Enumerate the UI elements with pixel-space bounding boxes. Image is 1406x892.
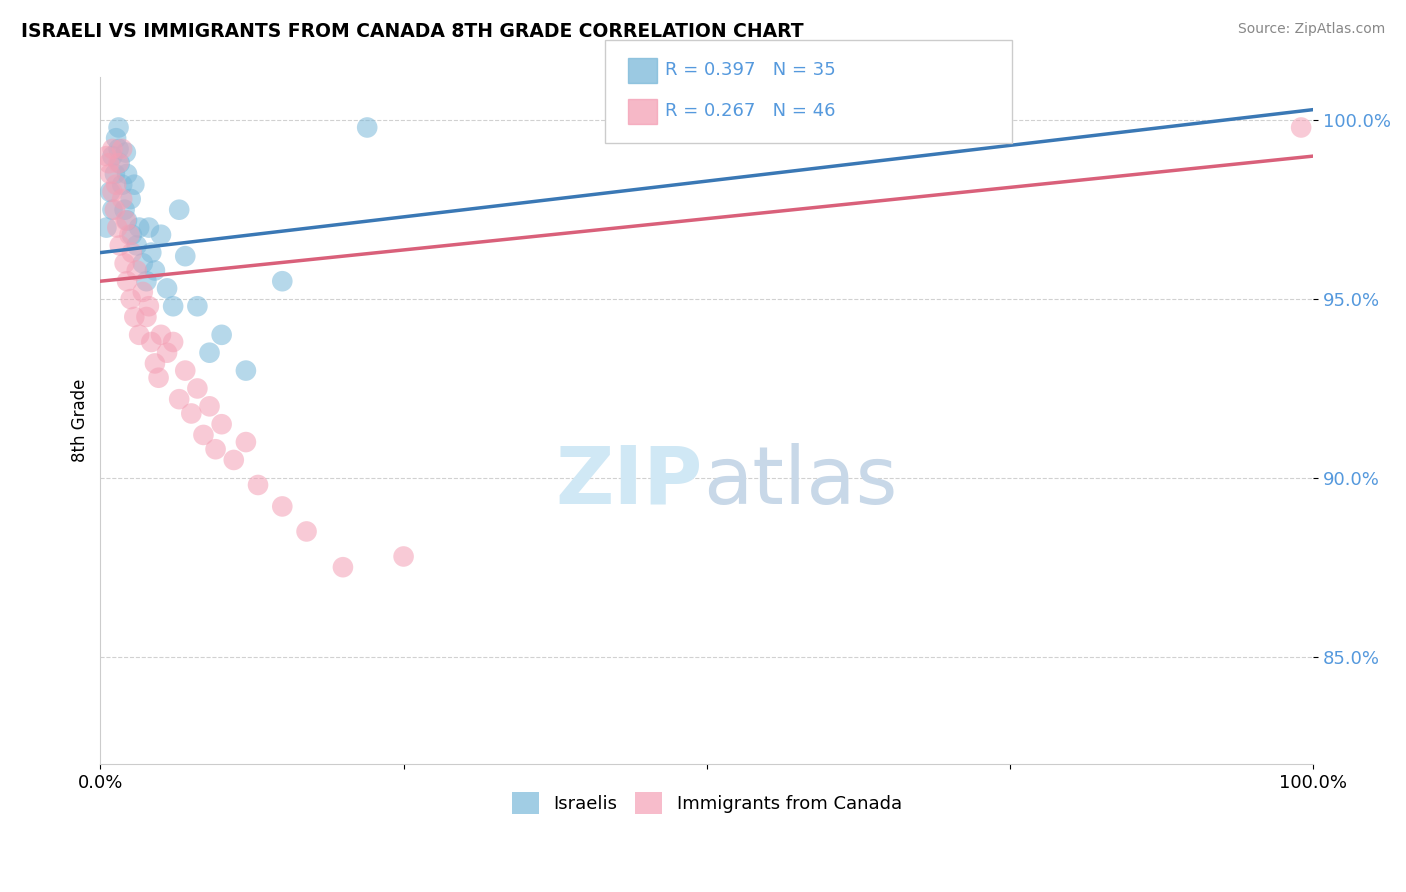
Point — [114, 202, 136, 217]
Point — [107, 156, 129, 170]
Point — [174, 363, 197, 377]
Text: atlas: atlas — [703, 442, 897, 521]
Point — [101, 149, 124, 163]
Point — [138, 220, 160, 235]
Point — [211, 327, 233, 342]
Point — [295, 524, 318, 539]
Point — [143, 356, 166, 370]
Point — [193, 428, 215, 442]
Point — [98, 185, 121, 199]
Point — [115, 167, 138, 181]
Point — [121, 227, 143, 242]
Point — [105, 178, 128, 192]
Point — [141, 334, 163, 349]
Point — [138, 299, 160, 313]
Point — [111, 192, 134, 206]
Point — [111, 142, 134, 156]
Point — [392, 549, 415, 564]
Point — [186, 299, 208, 313]
Point — [143, 263, 166, 277]
Y-axis label: 8th Grade: 8th Grade — [72, 379, 89, 462]
Point — [235, 363, 257, 377]
Point — [120, 292, 142, 306]
Point — [107, 120, 129, 135]
Point — [105, 131, 128, 145]
Point — [114, 213, 136, 227]
Point — [124, 178, 146, 192]
Text: R = 0.267   N = 46: R = 0.267 N = 46 — [665, 103, 835, 120]
Point — [271, 274, 294, 288]
Point — [108, 238, 131, 252]
Point — [156, 345, 179, 359]
Legend: Israelis, Immigrants from Canada: Israelis, Immigrants from Canada — [503, 783, 911, 823]
Point — [162, 334, 184, 349]
Point — [167, 202, 190, 217]
Point — [115, 274, 138, 288]
Point — [96, 149, 118, 163]
Point — [186, 381, 208, 395]
Point — [128, 220, 150, 235]
Point — [1289, 120, 1312, 135]
Point — [141, 245, 163, 260]
Point — [150, 327, 173, 342]
Point — [108, 156, 131, 170]
Point — [96, 220, 118, 235]
Point — [125, 263, 148, 277]
Point — [235, 435, 257, 450]
Point — [150, 227, 173, 242]
Point — [198, 400, 221, 414]
Text: R = 0.397   N = 35: R = 0.397 N = 35 — [665, 62, 835, 79]
Point — [104, 167, 127, 181]
Point — [104, 202, 127, 217]
Point — [135, 274, 157, 288]
Point — [332, 560, 354, 574]
Point — [97, 156, 120, 170]
Point — [211, 417, 233, 432]
Point — [180, 407, 202, 421]
Point — [115, 213, 138, 227]
Point — [148, 370, 170, 384]
Point — [162, 299, 184, 313]
Point — [167, 392, 190, 407]
Point — [105, 220, 128, 235]
Point — [125, 238, 148, 252]
Point — [135, 310, 157, 324]
Point — [198, 345, 221, 359]
Point — [271, 500, 294, 514]
Point — [128, 327, 150, 342]
Point — [356, 120, 378, 135]
Point — [98, 167, 121, 181]
Point — [111, 178, 134, 192]
Point — [101, 202, 124, 217]
Point — [132, 285, 155, 299]
Point — [204, 442, 226, 457]
Point — [222, 453, 245, 467]
Text: ZIP: ZIP — [555, 442, 703, 521]
Point — [156, 281, 179, 295]
Text: ISRAELI VS IMMIGRANTS FROM CANADA 8TH GRADE CORRELATION CHART: ISRAELI VS IMMIGRANTS FROM CANADA 8TH GR… — [21, 22, 804, 41]
Point — [118, 227, 141, 242]
Point — [247, 478, 270, 492]
Point — [114, 145, 136, 160]
Point — [120, 192, 142, 206]
Point — [124, 310, 146, 324]
Point — [101, 185, 124, 199]
Text: Source: ZipAtlas.com: Source: ZipAtlas.com — [1237, 22, 1385, 37]
Point — [121, 245, 143, 260]
Point — [132, 256, 155, 270]
Point — [114, 256, 136, 270]
Point — [101, 142, 124, 156]
Point — [174, 249, 197, 263]
Point — [107, 142, 129, 156]
